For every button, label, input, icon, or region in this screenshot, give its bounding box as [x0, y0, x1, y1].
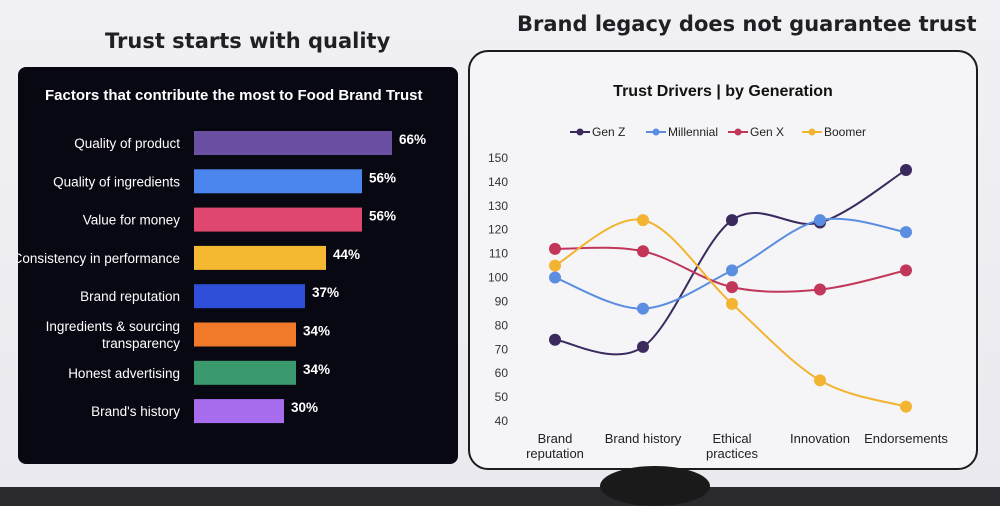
- data-point: [637, 245, 649, 258]
- y-tick-label: 110: [489, 247, 508, 261]
- bar-value-label: 66%: [399, 132, 426, 147]
- legend-marker: [652, 128, 660, 136]
- legend-label: Gen Z: [592, 125, 625, 139]
- data-point: [814, 214, 826, 227]
- line-chart-title: Trust Drivers | by Generation: [613, 83, 833, 100]
- bar-chart-panel: Factors that contribute the most to Food…: [18, 67, 458, 464]
- y-tick-label: 130: [488, 199, 508, 213]
- x-tick-label: Brand history: [605, 431, 682, 446]
- series-line: [554, 217, 907, 310]
- y-tick-label: 40: [495, 414, 509, 428]
- data-point: [549, 242, 561, 255]
- bar-value-label: 34%: [303, 324, 330, 339]
- legend-marker: [576, 128, 584, 136]
- data-point: [726, 297, 738, 310]
- series-line: [554, 169, 907, 356]
- bar: [194, 360, 296, 385]
- y-tick-label: 80: [495, 318, 509, 332]
- legend-marker: [808, 128, 816, 136]
- bar-category-label: Value for money: [83, 213, 181, 228]
- data-point: [900, 163, 912, 176]
- bar-value-label: 44%: [333, 247, 360, 262]
- bar-value-label: 56%: [369, 170, 396, 185]
- legend-label: Boomer: [824, 125, 866, 139]
- data-point: [900, 226, 912, 239]
- y-tick-label: 140: [488, 175, 508, 189]
- data-point: [549, 271, 561, 284]
- bar: [194, 399, 284, 424]
- bar-category-label: Quality of product: [74, 136, 180, 151]
- x-tick-label: Innovation: [790, 431, 850, 446]
- data-point: [726, 264, 738, 277]
- bar: [194, 131, 392, 155]
- data-point: [900, 264, 912, 277]
- bar-value-label: 56%: [369, 209, 396, 224]
- y-tick-label: 70: [495, 342, 509, 356]
- bar-chart-title: Factors that contribute the most to Food…: [45, 87, 423, 104]
- bar: [194, 207, 362, 232]
- left-heading: Trust starts with quality: [105, 29, 391, 53]
- data-point: [637, 302, 649, 315]
- bar: [194, 245, 326, 270]
- bar-value-label: 30%: [291, 400, 318, 415]
- x-tick-label: Brand reputation: [526, 431, 584, 461]
- data-point: [549, 259, 561, 272]
- right-heading: Brand legacy does not guarantee trust: [517, 12, 977, 36]
- bar-category-label: Honest advertising: [68, 366, 180, 381]
- data-point: [549, 333, 561, 346]
- bar-chart: Quality of product 66% Quality of ingredie…: [18, 131, 426, 424]
- bar-category-label: Quality of ingredients: [53, 174, 180, 189]
- y-tick-label: 90: [495, 294, 509, 308]
- y-tick-label: 100: [488, 271, 508, 285]
- data-point: [814, 283, 826, 296]
- audience-head-silhouette: [600, 466, 710, 506]
- bar-value-label: 37%: [312, 285, 339, 300]
- data-point: [637, 214, 649, 227]
- bar-category-label: Brand's history: [91, 404, 180, 419]
- y-tick-label: 50: [495, 390, 509, 404]
- bar-value-label: 34%: [303, 362, 330, 377]
- bar-category-label: Brand reputation: [80, 289, 180, 304]
- data-point: [637, 340, 649, 353]
- x-tick-label: Ethical practices: [706, 431, 759, 461]
- data-point: [814, 374, 826, 387]
- legend-label: Millennial: [668, 125, 718, 139]
- legend-marker: [734, 128, 742, 136]
- x-tick-label: Endorsements: [864, 431, 948, 446]
- bar: [194, 169, 362, 194]
- bar: [194, 322, 296, 347]
- y-tick-label: 120: [488, 223, 508, 237]
- bar: [194, 284, 305, 309]
- data-point: [726, 214, 738, 227]
- data-point: [900, 400, 912, 413]
- data-point: [726, 281, 738, 294]
- line-chart-panel: Trust Drivers | by Generation 150 140 130 12…: [468, 50, 978, 470]
- y-tick-label: 60: [495, 366, 509, 380]
- legend-label: Gen X: [750, 125, 784, 139]
- bar-category-label: Ingredients & sourcing transparency: [46, 319, 181, 351]
- y-tick-label: 150: [488, 151, 508, 165]
- bar-category-label: Consistency in performance: [18, 251, 180, 266]
- line-chart: Trust Drivers | by Generation 150 140 130 12…: [488, 83, 948, 461]
